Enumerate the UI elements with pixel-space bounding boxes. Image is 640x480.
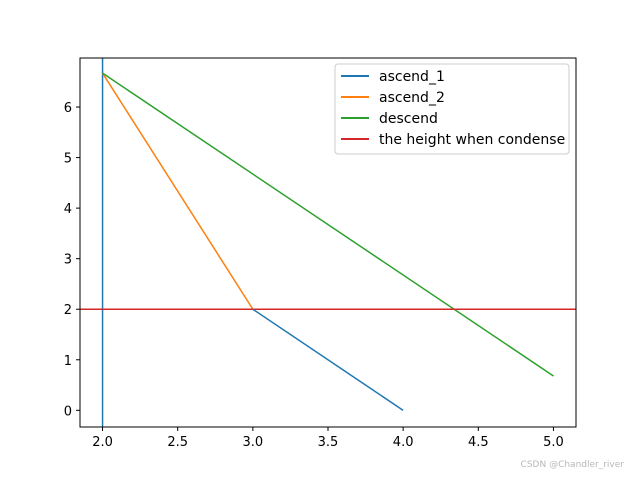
series-line-ascend-2 [101, 72, 254, 310]
x-axis: 2.0 2.5 3.0 3.5 4.0 4.5 5.0 [92, 427, 564, 450]
x-tick-label: 4.0 [393, 435, 414, 450]
y-tick-label: 2 [64, 303, 72, 318]
series-layer [80, 58, 576, 427]
x-tick-label: 3.0 [243, 435, 264, 450]
watermark-text: CSDN @Chandler_river [520, 460, 624, 470]
y-axis: 0 1 2 3 4 5 6 [64, 101, 80, 419]
x-tick-label: 2.0 [92, 435, 113, 450]
y-tick-label: 3 [64, 253, 72, 268]
y-tick-label: 4 [64, 202, 72, 217]
y-tick-label: 6 [64, 101, 72, 116]
legend-entry-label: ascend_2 [379, 90, 445, 106]
y-tick-label: 5 [64, 152, 72, 167]
series-line-descend [102, 72, 554, 377]
series-line-ascend-1-segment [252, 308, 404, 411]
legend-entry-label: ascend_1 [379, 69, 445, 85]
x-tick-label: 4.5 [468, 435, 489, 450]
y-tick-label: 1 [64, 354, 72, 369]
legend-box [334, 63, 570, 155]
x-tick-label: 3.5 [318, 435, 339, 450]
legend-entry-label: the height when condense [379, 132, 565, 148]
x-tick-label: 5.0 [543, 435, 564, 450]
legend-entry-label: descend [379, 111, 438, 127]
y-tick-label: 0 [64, 404, 72, 419]
x-tick-label: 2.5 [167, 435, 188, 450]
